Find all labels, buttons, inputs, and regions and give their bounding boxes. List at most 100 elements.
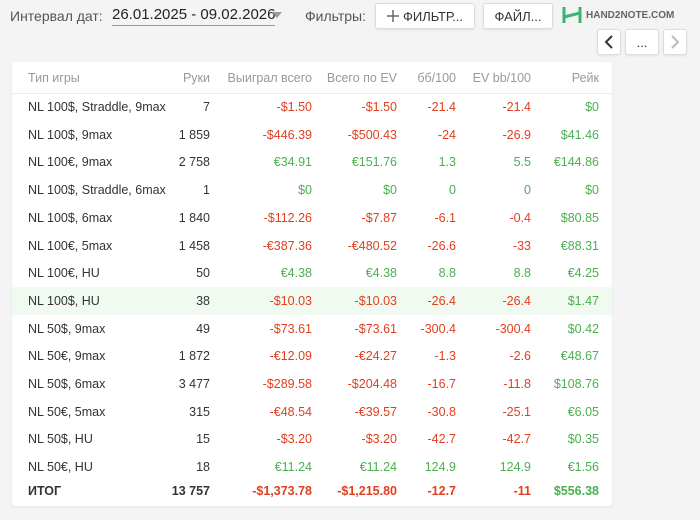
table-cell: 8.8 [438, 266, 456, 281]
table-cell: -2.6 [509, 349, 531, 364]
table-cell: 124.9 [499, 460, 531, 475]
table-cell: -26.9 [502, 127, 532, 142]
table-cell: NL 100$, HU [28, 293, 100, 308]
table-cell: 2 758 [178, 155, 210, 170]
table-cell: NL 100$, Straddle, 9max [28, 100, 166, 114]
table-cell: NL 100$, Straddle, 6max [28, 183, 166, 198]
table-row[interactable] [12, 287, 612, 315]
total-cell: -$1,373.78 [252, 483, 312, 498]
date-range[interactable]: 26.01.2025 - 09.02.2026 [112, 6, 276, 26]
table-cell: $108.76 [553, 377, 599, 391]
filters-label: Фильтры: [305, 8, 366, 24]
table-cell: 124.9 [424, 460, 456, 475]
table-cell: NL 50$, 9max [28, 321, 106, 336]
column-header: Рейк [571, 71, 599, 85]
table-cell: 5.5 [513, 155, 531, 170]
table-cell: -$7.87 [361, 210, 397, 225]
table-cell: -€387.36 [262, 238, 312, 253]
table-cell: 3 477 [178, 377, 210, 391]
table-cell: 15 [196, 432, 210, 447]
table-cell: -21.4 [427, 100, 457, 114]
table-cell: -€12.09 [269, 349, 312, 364]
column-header: Выиграл всего [227, 71, 312, 85]
total-cell: -$1,215.80 [337, 483, 397, 498]
next-button[interactable] [663, 29, 687, 55]
table-cell: -$73.61 [269, 321, 312, 336]
table-cell: -€48.54 [269, 404, 312, 419]
column-header: Всего по EV [326, 71, 397, 85]
table-cell: -$73.61 [354, 321, 397, 336]
table-cell: €11.24 [359, 460, 397, 475]
table-cell: 7 [203, 100, 210, 114]
table-cell: -300.4 [420, 321, 456, 336]
table-cell: NL 100€, 9max [28, 155, 113, 170]
logo: HAND2NOTE.COM [562, 5, 674, 25]
table-cell: 1.3 [438, 155, 456, 170]
table-cell: €88.31 [560, 238, 599, 253]
total-cell: $556.38 [553, 483, 599, 498]
table-cell: -11.8 [503, 377, 531, 391]
total-cell: -12.7 [427, 483, 457, 498]
file-button[interactable]: ФАЙЛ... [483, 3, 553, 29]
column-header: EV bb/100 [472, 71, 531, 85]
table-cell: €4.38 [280, 266, 312, 281]
logo-text: HAND2NOTE.COM [586, 9, 675, 21]
filter-button[interactable]: ФИЛЬТР... [375, 3, 475, 29]
column-header: Руки [182, 71, 210, 85]
table-cell: 0 [524, 183, 531, 198]
table-cell: NL 100€, HU [28, 266, 100, 281]
table-cell: €34.91 [273, 155, 312, 170]
table-cell: $0 [585, 183, 599, 198]
table-cell: -€24.27 [354, 349, 397, 364]
table-cell: $0 [298, 183, 312, 198]
table-cell: NL 50$, HU [28, 432, 93, 447]
more-button[interactable]: ... [625, 29, 659, 55]
table-cell: €151.76 [351, 155, 397, 170]
table-cell: -42.7 [502, 432, 532, 447]
table-cell: NL 100€, 5max [28, 238, 113, 253]
table-cell: -$500.43 [347, 127, 397, 142]
table-cell: NL 100$, 9max [28, 127, 113, 142]
table-cell: -25.1 [502, 404, 532, 419]
table-cell: -33 [512, 238, 531, 253]
table-cell: $1.47 [567, 293, 599, 308]
prev-button[interactable] [597, 29, 621, 55]
logo-icon [562, 7, 582, 23]
table-cell: -16.7 [427, 377, 457, 391]
table-cell: 49 [196, 321, 210, 336]
table-cell: 315 [189, 404, 210, 419]
table-cell: -1.3 [434, 349, 456, 364]
total-cell: ИТОГ [28, 483, 62, 498]
plus-icon [387, 10, 399, 22]
table-cell: -$1.50 [361, 100, 397, 114]
table-cell: $0.42 [567, 321, 599, 336]
table-cell: 18 [196, 460, 210, 475]
table-cell: 1 840 [178, 210, 210, 225]
header-divider [12, 93, 612, 94]
table-cell: €144.86 [553, 155, 599, 170]
filter-button-text: ФИЛЬТР... [403, 8, 463, 24]
table-cell: 38 [196, 293, 210, 308]
table-cell: 1 458 [178, 238, 210, 253]
table-cell: 0 [449, 183, 456, 198]
table-cell: -$446.39 [262, 127, 312, 142]
table-cell: $0 [383, 183, 397, 198]
table-cell: -300.4 [495, 321, 531, 336]
total-cell: -11 [513, 483, 531, 498]
table-cell: 1 859 [178, 127, 210, 142]
table-cell: -26.4 [502, 293, 532, 308]
prev-icon [604, 35, 613, 49]
table-cell: NL 100$, 6max [28, 210, 113, 225]
table-cell: -$112.26 [263, 210, 312, 225]
stats-table: Тип игры Руки Выиграл всего Всего по EV бб/1… [12, 62, 612, 506]
table-cell: -€480.52 [347, 238, 397, 253]
table-cell: NL 50€, 5max [28, 404, 106, 419]
table-cell: -6.1 [434, 210, 456, 225]
table-cell: -26.4 [427, 293, 457, 308]
table-cell: $80.85 [560, 210, 599, 225]
table-cell: -$3.20 [361, 432, 397, 447]
table-cell: -$10.03 [269, 293, 312, 308]
table-cell: -$1.50 [276, 100, 312, 114]
dropdown-arrow[interactable] [272, 12, 282, 18]
